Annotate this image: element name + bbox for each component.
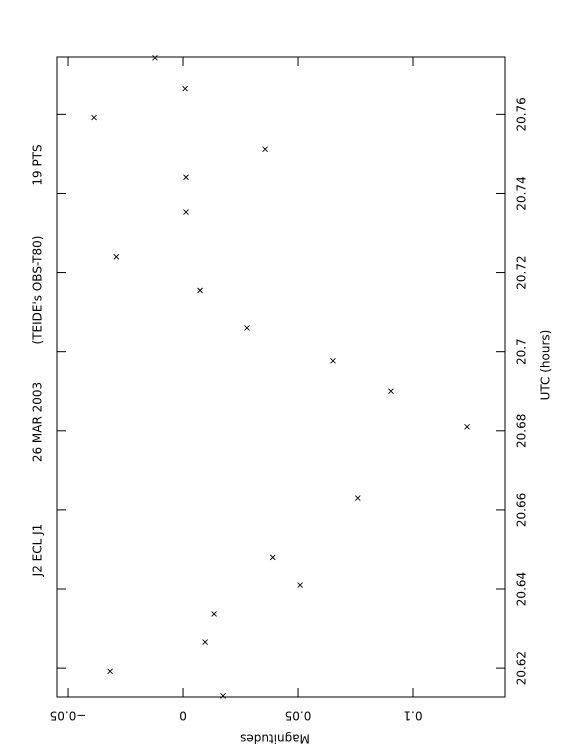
x-tick-label: 20.7 bbox=[515, 338, 529, 365]
y-axis-label: Magnitudes bbox=[240, 732, 310, 746]
point bbox=[297, 582, 303, 588]
point bbox=[107, 668, 113, 675]
point bbox=[262, 146, 268, 152]
y-tick-label: 0 bbox=[179, 709, 187, 723]
point bbox=[113, 253, 120, 260]
x-tick-label: 20.66 bbox=[515, 493, 529, 527]
point-stroke bbox=[354, 495, 361, 501]
x-tick-label: 20.68 bbox=[515, 414, 529, 448]
title-part: (TEIDE's OBS-T80) bbox=[31, 236, 45, 345]
point bbox=[220, 692, 226, 699]
title-part: 19 PTS bbox=[31, 144, 45, 185]
point bbox=[152, 54, 158, 61]
x-tick-label: 20.76 bbox=[515, 97, 529, 131]
point bbox=[464, 424, 470, 430]
point bbox=[197, 287, 203, 294]
x-axis-label: UTC (hours) bbox=[539, 330, 553, 401]
point bbox=[211, 611, 217, 617]
point-stroke bbox=[182, 85, 188, 92]
point-stroke bbox=[464, 424, 470, 430]
point-stroke bbox=[152, 54, 158, 61]
point-stroke bbox=[388, 388, 394, 395]
x-tick-label: 20.62 bbox=[515, 651, 529, 685]
point-stroke bbox=[297, 582, 303, 588]
point-stroke bbox=[244, 325, 250, 331]
point-stroke bbox=[330, 357, 336, 364]
point-stroke bbox=[113, 253, 120, 260]
point-stroke bbox=[269, 554, 276, 561]
y-tick-label: −0.05 bbox=[50, 709, 87, 723]
y-tick-label: 0.1 bbox=[403, 709, 422, 723]
point bbox=[354, 495, 361, 501]
point-stroke bbox=[262, 146, 268, 152]
point-stroke bbox=[183, 174, 189, 181]
point-stroke bbox=[202, 639, 208, 645]
x-tick-label: 20.74 bbox=[515, 176, 529, 210]
point bbox=[388, 388, 394, 395]
point-stroke bbox=[107, 668, 113, 675]
x-tick-label: 20.72 bbox=[515, 255, 529, 289]
point-stroke bbox=[183, 209, 189, 215]
point bbox=[182, 85, 188, 92]
title-part: J2 ECL J1 bbox=[31, 524, 45, 578]
point bbox=[202, 639, 208, 645]
point-stroke bbox=[211, 611, 217, 617]
point bbox=[91, 114, 97, 121]
x-tick-label: 20.64 bbox=[515, 572, 529, 606]
point-stroke bbox=[91, 114, 97, 121]
point-stroke bbox=[220, 692, 226, 699]
y-tick-label: 0.05 bbox=[285, 709, 312, 723]
point bbox=[330, 357, 336, 364]
title-part: 26 MAR 2003 bbox=[31, 382, 45, 462]
point bbox=[183, 174, 189, 181]
plot-frame bbox=[56, 56, 506, 698]
point-stroke bbox=[197, 287, 203, 294]
point bbox=[269, 554, 276, 561]
point bbox=[183, 209, 189, 215]
point bbox=[244, 325, 250, 331]
